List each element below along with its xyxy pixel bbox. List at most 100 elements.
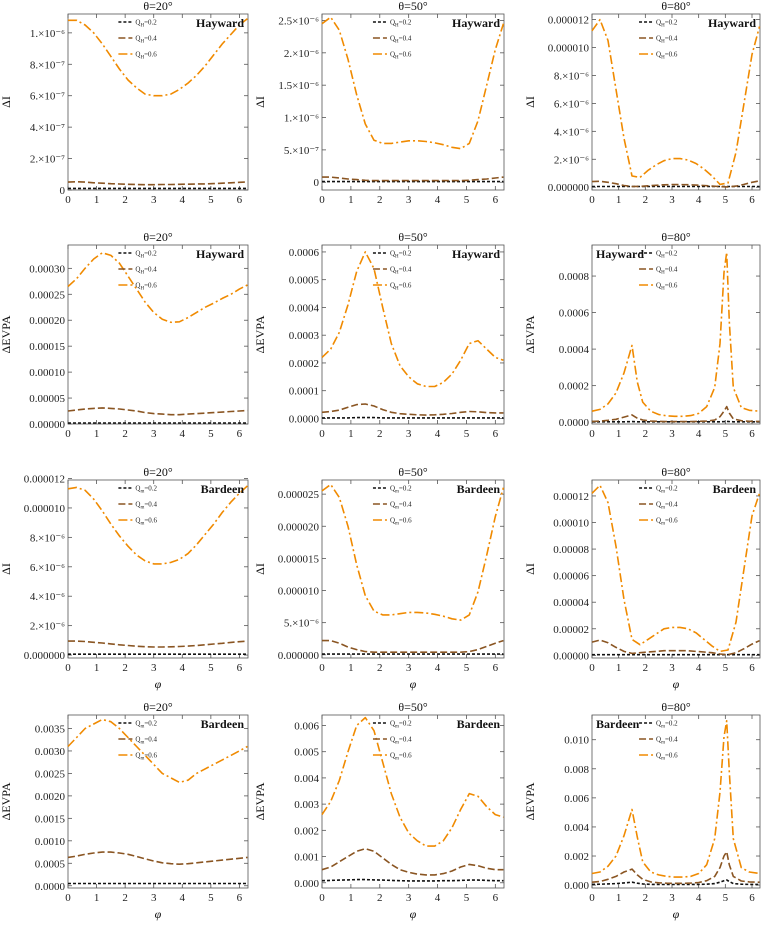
x-axis-label: φ bbox=[410, 677, 417, 691]
legend-label: QH=0.6 bbox=[390, 282, 412, 292]
x-tick-label: 5 bbox=[208, 194, 214, 206]
y-axis-label: ΔEVPA bbox=[523, 782, 537, 820]
y-tick-label: 0.00010 bbox=[29, 367, 65, 379]
y-tick-label: 0.006 bbox=[564, 793, 589, 805]
x-tick-label: 5 bbox=[464, 892, 470, 904]
y-tick-label: 0.00006 bbox=[553, 571, 589, 583]
y-axis-label: ΔEVPA bbox=[253, 782, 267, 820]
plot-frame bbox=[68, 245, 248, 424]
y-tick-label: 0.001 bbox=[294, 852, 319, 864]
model-tag: Hayward bbox=[196, 16, 244, 30]
y-tick-label: 8.×10⁻⁶ bbox=[554, 70, 589, 82]
model-tag: Bardeen bbox=[201, 482, 245, 496]
x-tick-label: 2 bbox=[122, 662, 128, 674]
series-line-q06 bbox=[322, 718, 503, 847]
series-line-q06 bbox=[592, 721, 760, 877]
x-tick-label: 2 bbox=[122, 892, 128, 904]
y-tick-label: 0.004 bbox=[564, 822, 589, 834]
legend-label: QH=0.2 bbox=[390, 19, 412, 29]
x-tick-label: 2 bbox=[643, 428, 649, 440]
x-tick-label: 1 bbox=[616, 892, 622, 904]
x-tick-label: 2 bbox=[122, 194, 128, 206]
x-tick-label: 1 bbox=[616, 662, 622, 674]
y-axis-label: ΔI bbox=[523, 96, 537, 108]
y-tick-label: 0.006 bbox=[294, 720, 319, 732]
y-tick-label: 0 bbox=[314, 177, 320, 189]
model-tag: Bardeen bbox=[596, 717, 640, 731]
model-tag: Bardeen bbox=[457, 482, 501, 496]
legend-label: QH=0.4 bbox=[656, 266, 678, 276]
x-tick-label: 1 bbox=[348, 892, 354, 904]
x-tick-label: 0 bbox=[589, 892, 595, 904]
y-tick-label: 0.003 bbox=[294, 799, 319, 811]
series-line-q04 bbox=[322, 641, 503, 653]
y-tick-label: 0.000010 bbox=[24, 503, 66, 515]
legend-label: QH=0.4 bbox=[656, 35, 678, 45]
y-tick-label: 0.00002 bbox=[553, 624, 589, 636]
chart-title: θ=80° bbox=[661, 230, 691, 244]
y-axis-label: ΔI bbox=[0, 563, 13, 575]
model-tag: Hayward bbox=[596, 247, 644, 261]
y-axis-label: ΔEVPA bbox=[253, 315, 267, 353]
chart-title: θ=50° bbox=[398, 230, 428, 244]
legend-label: Qm=0.2 bbox=[390, 485, 412, 495]
legend-label: Qm=0.4 bbox=[135, 501, 157, 511]
x-tick-label: 6 bbox=[749, 892, 755, 904]
series-line-q04 bbox=[68, 852, 247, 864]
x-tick-label: 1 bbox=[94, 428, 100, 440]
y-tick-label: 0.00004 bbox=[553, 597, 589, 609]
y-tick-label: 0.0000 bbox=[289, 413, 320, 425]
series-line-q04 bbox=[592, 407, 760, 422]
y-axis-label: ΔEVPA bbox=[0, 782, 13, 820]
legend-label: Qm=0.2 bbox=[656, 485, 678, 495]
y-tick-label: 8.×10⁻⁶ bbox=[30, 532, 65, 544]
x-tick-label: 4 bbox=[696, 662, 702, 674]
series-line-q06 bbox=[322, 485, 503, 621]
chart-title: θ=80° bbox=[661, 465, 691, 479]
legend-label: QH=0.6 bbox=[656, 51, 678, 61]
legend-label: QH=0.2 bbox=[135, 250, 157, 260]
x-tick-label: 5 bbox=[723, 194, 729, 206]
y-tick-label: 0.004 bbox=[294, 773, 319, 785]
x-tick-label: 2 bbox=[643, 892, 649, 904]
y-tick-label: 0.0006 bbox=[559, 308, 590, 320]
x-axis-label: φ bbox=[155, 677, 162, 691]
y-tick-label: 6.×10⁻⁶ bbox=[30, 562, 65, 574]
x-tick-label: 6 bbox=[237, 892, 243, 904]
x-tick-label: 0 bbox=[65, 892, 71, 904]
y-tick-label: 2.×10⁻⁶ bbox=[30, 621, 65, 633]
series-line-q04 bbox=[68, 408, 247, 415]
series-line-q06 bbox=[68, 486, 247, 564]
chart-title: θ=80° bbox=[661, 0, 691, 13]
x-tick-label: 6 bbox=[237, 194, 243, 206]
legend-label: Qm=0.4 bbox=[390, 501, 412, 511]
y-tick-label: 0.00005 bbox=[29, 393, 65, 405]
x-tick-label: 0 bbox=[319, 194, 325, 206]
series-line-q04 bbox=[592, 852, 760, 884]
x-tick-label: 1 bbox=[616, 194, 622, 206]
model-tag: Hayward bbox=[708, 16, 756, 30]
y-tick-label: 0.000012 bbox=[24, 474, 65, 486]
x-tick-label: 5 bbox=[723, 428, 729, 440]
series-line-q06 bbox=[68, 19, 247, 96]
y-tick-label: 0.0010 bbox=[35, 836, 66, 848]
y-tick-label: 5.×10⁻⁷ bbox=[284, 145, 319, 157]
y-tick-label: 0.00030 bbox=[29, 263, 65, 275]
y-tick-label: 0.00008 bbox=[553, 544, 589, 556]
series-line-q04 bbox=[322, 177, 503, 181]
x-tick-label: 3 bbox=[669, 662, 675, 674]
y-tick-label: 1.×10⁻⁶ bbox=[284, 113, 319, 125]
legend-label: Qm=0.2 bbox=[656, 720, 678, 730]
x-tick-label: 3 bbox=[151, 892, 157, 904]
legend-label: QH=0.2 bbox=[135, 19, 157, 29]
y-tick-label: 0.0025 bbox=[35, 768, 66, 780]
y-tick-label: 6.×10⁻⁷ bbox=[30, 91, 65, 103]
x-tick-label: 0 bbox=[589, 662, 595, 674]
x-tick-label: 1 bbox=[616, 428, 622, 440]
x-tick-label: 3 bbox=[151, 428, 157, 440]
y-tick-label: 0.000000 bbox=[548, 182, 590, 194]
x-tick-label: 3 bbox=[406, 194, 412, 206]
